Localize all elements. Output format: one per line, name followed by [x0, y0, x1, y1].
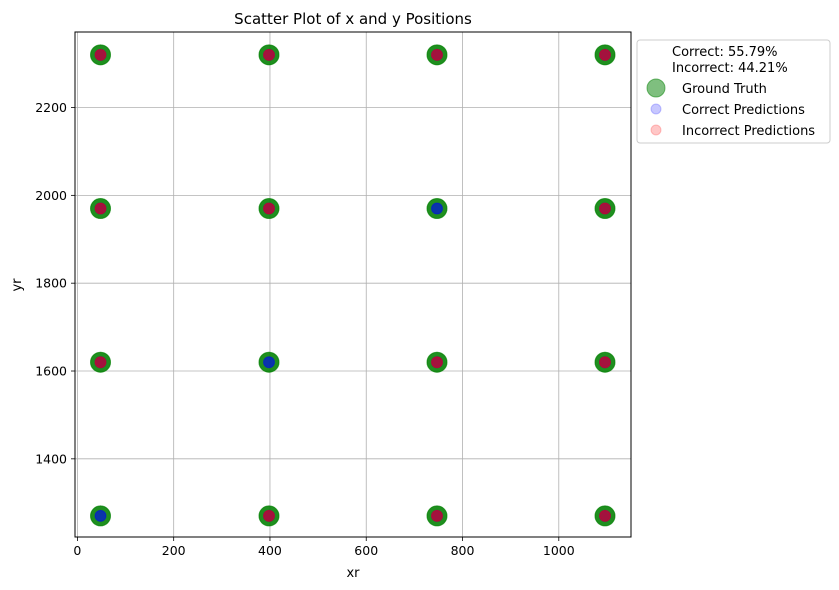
correct-prediction-point: [94, 356, 107, 369]
incorrect-prediction-point: [599, 356, 612, 369]
legend-label-correct: Correct Predictions: [682, 103, 805, 118]
incorrect-prediction-point: [599, 202, 612, 215]
ground-truth-point: [258, 44, 280, 66]
legend-stat-incorrect: Incorrect: 44.21%: [672, 61, 788, 76]
correct-prediction-point: [599, 356, 612, 369]
correct-prediction-point: [599, 509, 612, 522]
ground-truth-point: [426, 44, 448, 66]
ground-truth-point: [90, 505, 112, 527]
y-axis-label: yr: [10, 278, 25, 292]
ground-truth-point: [90, 44, 112, 66]
x-tick-label: 800: [451, 543, 475, 558]
ground-truth-point: [594, 44, 616, 66]
ground-truth-point: [594, 351, 616, 373]
incorrect-prediction-point: [431, 509, 444, 522]
correct-prediction-point: [94, 48, 107, 61]
y-tick-label: 2000: [35, 188, 67, 203]
legend-marker-ground-truth: [646, 78, 666, 98]
grid: [75, 32, 631, 537]
correct-prediction-point: [262, 509, 275, 522]
ground-truth-point: [426, 198, 448, 220]
legend-marker-correct: [650, 103, 662, 115]
legend-box: [636, 39, 831, 144]
incorrect-prediction-point: [94, 48, 107, 61]
ground-truth-point: [594, 198, 616, 220]
y-tick-label: 1600: [35, 364, 67, 379]
correct-prediction-point: [94, 202, 107, 215]
ticks: 0 200 400 600 800 1000 1400 1600 1800 2000 2200: [35, 100, 575, 558]
correct-prediction-point: [262, 202, 275, 215]
correct-prediction-point: [431, 48, 444, 61]
legend-stat-correct: Correct: 55.79%: [672, 45, 778, 60]
correct-prediction-point: [599, 48, 612, 61]
ground-truth-point: [90, 351, 112, 373]
ground-truth-point: [258, 351, 280, 373]
correct-prediction-point: [431, 509, 444, 522]
x-tick-label: 600: [354, 543, 378, 558]
y-tick-label: 1400: [35, 451, 67, 466]
incorrect-prediction-point: [94, 356, 107, 369]
incorrect-prediction-point: [94, 202, 107, 215]
legend-label-incorrect: Incorrect Predictions: [682, 124, 815, 139]
ground-truth-point: [90, 198, 112, 220]
incorrect-prediction-point: [431, 356, 444, 369]
ground-truth-point: [426, 505, 448, 527]
incorrect-prediction-point: [599, 509, 612, 522]
incorrect-prediction-point: [262, 509, 275, 522]
ground-truth-point: [426, 351, 448, 373]
x-tick-label: 400: [258, 543, 282, 558]
incorrect-prediction-point: [262, 48, 275, 61]
legend-label-ground-truth: Ground Truth: [682, 82, 767, 97]
plot-frame: [74, 31, 632, 538]
correct-prediction-point: [262, 356, 275, 369]
correct-prediction-point: [94, 509, 107, 522]
incorrect-prediction-point: [262, 202, 275, 215]
x-tick-label: 1000: [543, 543, 575, 558]
x-tick-label: 0: [73, 543, 81, 558]
correct-prediction-point: [262, 48, 275, 61]
ground-truth-point: [258, 198, 280, 220]
x-axis-label: xr: [346, 566, 360, 581]
incorrect-prediction-point: [431, 48, 444, 61]
correct-prediction-point: [599, 202, 612, 215]
incorrect-prediction-point: [599, 48, 612, 61]
legend: Correct: 55.79% Incorrect: 44.21% Ground…: [636, 39, 831, 144]
x-tick-label: 200: [162, 543, 186, 558]
ground-truth-point: [258, 505, 280, 527]
correct-prediction-point: [431, 356, 444, 369]
points-layer: [90, 44, 616, 527]
ground-truth-point: [594, 505, 616, 527]
legend-marker-incorrect: [650, 124, 662, 136]
chart-title: Scatter Plot of x and y Positions: [234, 10, 472, 28]
correct-prediction-point: [431, 202, 444, 215]
y-tick-label: 1800: [35, 276, 67, 291]
y-tick-label: 2200: [35, 100, 67, 115]
